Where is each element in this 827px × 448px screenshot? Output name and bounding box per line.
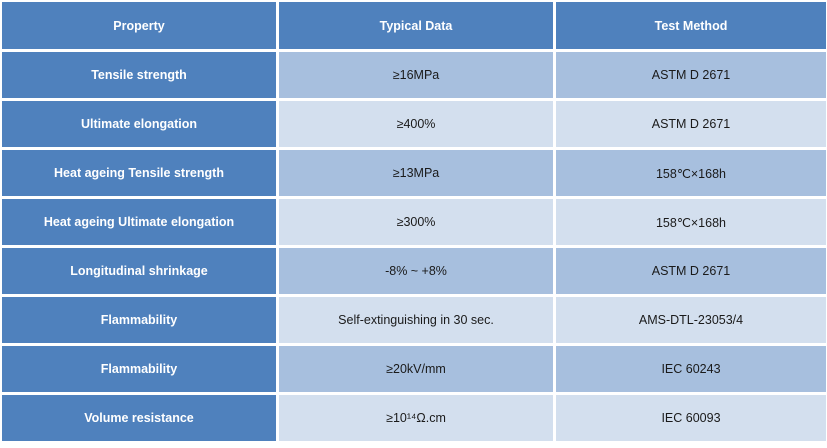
- row-property: Longitudinal shrinkage: [2, 248, 276, 294]
- row-typical: ≥300%: [279, 199, 553, 245]
- row-property: Tensile strength: [2, 52, 276, 98]
- row-method: IEC 60243: [556, 346, 826, 392]
- row-method: AMS-DTL-23053/4: [556, 297, 826, 343]
- row-method: 158℃×168h: [556, 199, 826, 245]
- header-property: Property: [2, 2, 276, 49]
- row-property: Volume resistance: [2, 395, 276, 441]
- row-method: ASTM D 2671: [556, 248, 826, 294]
- row-typical: -8% ~ +8%: [279, 248, 553, 294]
- row-property: Heat ageing Ultimate elongation: [2, 199, 276, 245]
- row-property: Flammability: [2, 346, 276, 392]
- row-typical: ≥16MPa: [279, 52, 553, 98]
- row-typical: ≥400%: [279, 101, 553, 147]
- row-property: Flammability: [2, 297, 276, 343]
- row-method: IEC 60093: [556, 395, 826, 441]
- row-property: Ultimate elongation: [2, 101, 276, 147]
- header-typical-data: Typical Data: [279, 2, 553, 49]
- row-method: ASTM D 2671: [556, 52, 826, 98]
- row-typical: ≥10¹⁴Ω.cm: [279, 395, 553, 441]
- row-typical: Self-extinguishing in 30 sec.: [279, 297, 553, 343]
- row-typical: ≥20kV/mm: [279, 346, 553, 392]
- properties-table: Property Typical Data Test Method Tensil…: [2, 2, 826, 441]
- row-method: ASTM D 2671: [556, 101, 826, 147]
- row-typical: ≥13MPa: [279, 150, 553, 196]
- row-property: Heat ageing Tensile strength: [2, 150, 276, 196]
- table-grid: Property Typical Data Test Method Tensil…: [2, 2, 826, 441]
- row-method: 158℃×168h: [556, 150, 826, 196]
- header-test-method: Test Method: [556, 2, 826, 49]
